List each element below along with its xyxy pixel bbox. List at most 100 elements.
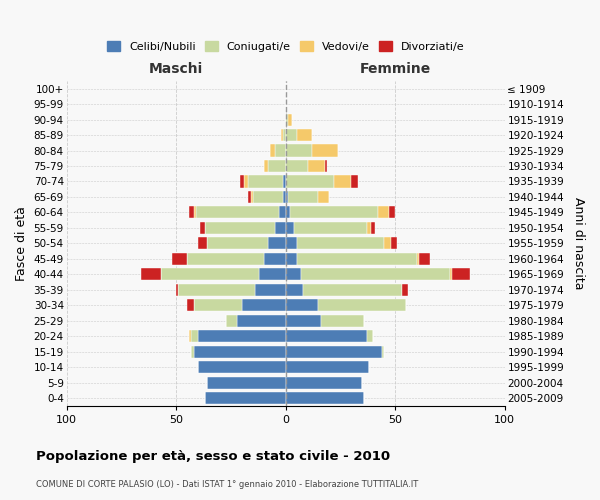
Bar	[391, 238, 397, 250]
Bar	[286, 376, 362, 389]
Bar	[286, 361, 369, 374]
Bar	[286, 392, 364, 404]
Bar	[419, 253, 430, 265]
Bar	[176, 284, 178, 296]
Bar	[286, 160, 308, 172]
Bar	[205, 392, 286, 404]
Bar	[194, 206, 196, 218]
Bar	[264, 253, 286, 265]
Bar	[200, 222, 205, 234]
Bar	[290, 206, 377, 218]
Bar	[268, 160, 286, 172]
Bar	[242, 300, 286, 312]
Bar	[286, 191, 288, 203]
Bar	[286, 144, 312, 156]
Bar	[303, 284, 401, 296]
Y-axis label: Anni di nascita: Anni di nascita	[572, 197, 585, 290]
Bar	[161, 268, 259, 280]
Bar	[248, 191, 251, 203]
Bar	[226, 315, 238, 327]
Bar	[172, 253, 187, 265]
Bar	[251, 191, 253, 203]
Bar	[238, 315, 286, 327]
Text: Popolazione per età, sesso e stato civile - 2010: Popolazione per età, sesso e stato civil…	[36, 450, 390, 463]
Bar	[268, 238, 286, 250]
Bar	[194, 300, 242, 312]
Bar	[281, 129, 283, 141]
Bar	[283, 191, 286, 203]
Bar	[196, 206, 279, 218]
Bar	[239, 176, 244, 188]
Bar	[205, 222, 275, 234]
Bar	[286, 129, 296, 141]
Bar	[296, 238, 384, 250]
Bar	[308, 160, 325, 172]
Bar	[279, 206, 286, 218]
Bar	[244, 176, 248, 188]
Bar	[288, 114, 292, 126]
Bar	[286, 346, 382, 358]
Bar	[325, 160, 327, 172]
Bar	[377, 206, 389, 218]
Bar	[194, 346, 286, 358]
Bar	[312, 144, 338, 156]
Text: Maschi: Maschi	[149, 62, 203, 76]
Bar	[248, 176, 283, 188]
Bar	[286, 268, 301, 280]
Bar	[187, 253, 264, 265]
Bar	[286, 238, 296, 250]
Bar	[275, 222, 286, 234]
Bar	[296, 129, 312, 141]
Y-axis label: Fasce di età: Fasce di età	[15, 206, 28, 281]
Bar	[286, 206, 290, 218]
Bar	[198, 238, 207, 250]
Bar	[371, 222, 376, 234]
Bar	[450, 268, 452, 280]
Bar	[286, 114, 288, 126]
Bar	[141, 268, 161, 280]
Bar	[255, 284, 286, 296]
Bar	[191, 346, 194, 358]
Bar	[286, 253, 296, 265]
Bar	[389, 206, 395, 218]
Bar	[401, 284, 408, 296]
Bar	[288, 191, 319, 203]
Bar	[320, 315, 364, 327]
Legend: Celibi/Nubili, Coniugati/e, Vedovi/e, Divorziati/e: Celibi/Nubili, Coniugati/e, Vedovi/e, Di…	[107, 41, 464, 51]
Bar	[259, 268, 286, 280]
Bar	[264, 160, 268, 172]
Bar	[189, 330, 191, 342]
Bar	[283, 129, 286, 141]
Bar	[286, 284, 303, 296]
Bar	[286, 330, 367, 342]
Bar	[178, 284, 255, 296]
Bar	[286, 315, 320, 327]
Bar	[275, 144, 286, 156]
Bar	[198, 361, 286, 374]
Bar	[286, 300, 319, 312]
Bar	[384, 238, 391, 250]
Text: Femmine: Femmine	[359, 62, 431, 76]
Bar	[253, 191, 283, 203]
Bar	[382, 346, 384, 358]
Bar	[452, 268, 470, 280]
Bar	[417, 253, 419, 265]
Bar	[319, 191, 329, 203]
Bar	[296, 253, 417, 265]
Bar	[319, 300, 406, 312]
Bar	[334, 176, 352, 188]
Bar	[286, 222, 295, 234]
Bar	[295, 222, 367, 234]
Bar	[301, 268, 450, 280]
Bar	[198, 330, 286, 342]
Bar	[352, 176, 358, 188]
Text: COMUNE DI CORTE PALASIO (LO) - Dati ISTAT 1° gennaio 2010 - Elaborazione TUTTITA: COMUNE DI CORTE PALASIO (LO) - Dati ISTA…	[36, 480, 418, 489]
Bar	[191, 330, 198, 342]
Bar	[283, 176, 286, 188]
Bar	[189, 206, 194, 218]
Bar	[270, 144, 275, 156]
Bar	[187, 300, 194, 312]
Bar	[286, 176, 334, 188]
Bar	[207, 376, 286, 389]
Bar	[207, 238, 268, 250]
